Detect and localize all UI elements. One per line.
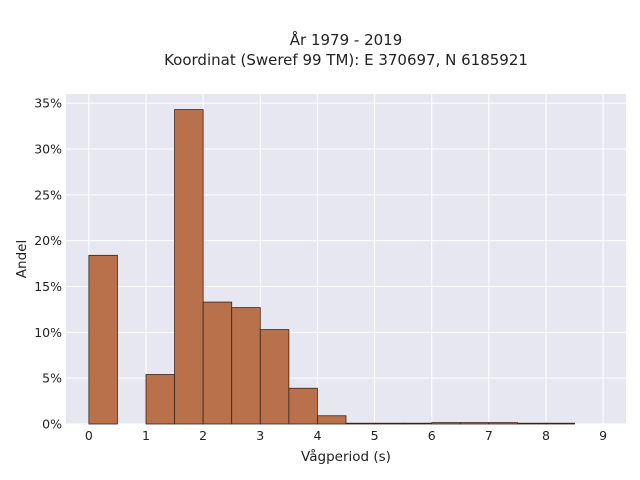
- x-tick-label: 1: [142, 428, 150, 443]
- y-tick-label: 10%: [34, 325, 62, 340]
- y-tick-label: 5%: [42, 371, 62, 386]
- histogram-bar: [517, 422, 547, 425]
- x-tick-label: 4: [313, 428, 321, 443]
- histogram-bar: [459, 422, 490, 425]
- y-tick-labels: 0% 5% 10% 15% 20% 25% 30% 35%: [34, 96, 62, 432]
- x-tick-label: 0: [85, 428, 93, 443]
- x-tick-label: 2: [199, 428, 207, 443]
- histogram-bar: [488, 422, 518, 425]
- histogram-bar: [288, 387, 318, 425]
- histogram-bar: [88, 254, 118, 425]
- histogram-bar: [431, 422, 461, 425]
- histogram-bar: [174, 109, 204, 425]
- x-tick-label: 9: [599, 428, 607, 443]
- histogram-bar: [317, 415, 347, 425]
- x-tick-label: 7: [485, 428, 493, 443]
- histogram-bar: [259, 329, 290, 425]
- x-tick-label: 8: [542, 428, 550, 443]
- x-tick-label: 5: [371, 428, 379, 443]
- histogram-bar: [402, 422, 433, 425]
- y-tick-label: 35%: [34, 96, 62, 111]
- histogram-bar: [231, 307, 261, 425]
- histogram-bar: [202, 301, 233, 425]
- y-tick-label: 0%: [42, 417, 62, 432]
- histogram-bar: [374, 422, 404, 425]
- chart-title-line-2: Koordinat (Sweref 99 TM): E 370697, N 61…: [164, 51, 528, 69]
- y-tick-label: 30%: [34, 142, 62, 157]
- histogram-bar: [145, 374, 175, 425]
- chart-title-line-1: År 1979 - 2019: [290, 30, 403, 49]
- x-tick-labels: 0 1 2 3 4 5 6 7 8 9: [85, 428, 607, 443]
- x-tick-label: 3: [256, 428, 264, 443]
- y-axis-label: Andel: [14, 240, 30, 278]
- x-tick-label: 6: [428, 428, 436, 443]
- histogram-bar: [545, 422, 575, 425]
- histogram-bar: [345, 422, 375, 425]
- y-tick-label: 20%: [34, 233, 62, 248]
- y-tick-label: 25%: [34, 187, 62, 202]
- bars: [88, 109, 575, 425]
- x-axis-label: Vågperiod (s): [301, 448, 391, 465]
- y-tick-label: 15%: [34, 279, 62, 294]
